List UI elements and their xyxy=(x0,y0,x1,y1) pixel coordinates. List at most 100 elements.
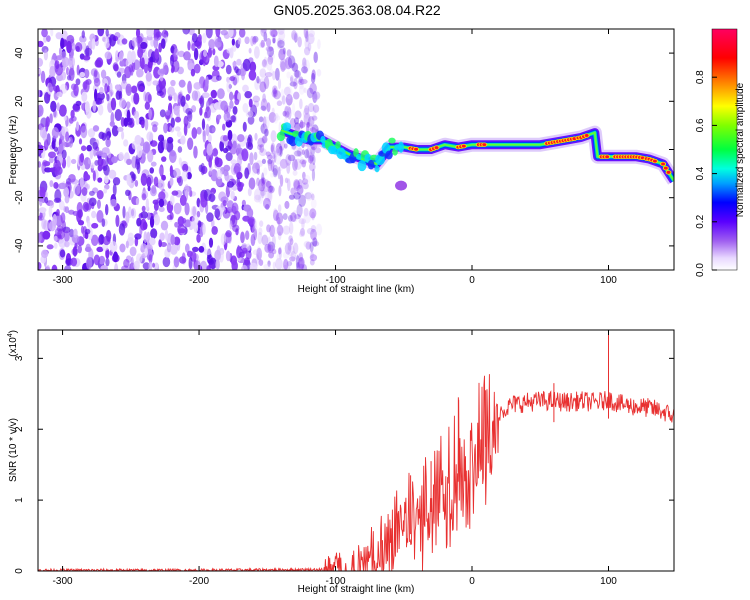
noise-blob xyxy=(177,216,185,227)
noise-blob xyxy=(181,170,188,182)
noise-blob xyxy=(140,41,148,50)
noise-blob xyxy=(181,252,186,263)
noise-blob xyxy=(307,102,315,113)
noise-blob xyxy=(48,205,53,218)
noise-blob xyxy=(229,100,234,109)
noise-blob xyxy=(275,212,284,225)
noise-blob xyxy=(288,221,294,235)
noise-blob xyxy=(287,244,295,257)
noise-blob xyxy=(190,205,198,218)
noise-blob xyxy=(104,83,108,94)
noise-blob xyxy=(285,111,290,118)
noise-blob xyxy=(248,69,257,81)
noise-blob xyxy=(176,130,182,138)
noise-blob xyxy=(250,35,255,47)
noise-blob xyxy=(294,110,302,120)
noise-blob xyxy=(78,138,83,145)
noise-blob xyxy=(282,225,291,235)
noise-blob xyxy=(270,130,277,143)
ridge-blob xyxy=(367,159,375,170)
noise-blob xyxy=(109,198,118,208)
noise-blob xyxy=(222,123,226,131)
noise-blob xyxy=(184,202,190,216)
noise-blob xyxy=(137,36,141,49)
noise-blob xyxy=(60,37,65,50)
noise-blob xyxy=(191,90,199,101)
noise-blob xyxy=(293,180,301,192)
noise-blob xyxy=(286,260,293,267)
noise-blob xyxy=(214,249,221,261)
noise-blob xyxy=(309,155,315,162)
noise-blob xyxy=(39,198,43,207)
noise-blob xyxy=(158,166,164,176)
noise-blob xyxy=(279,45,285,55)
noise-blob xyxy=(51,264,58,270)
noise-blob xyxy=(122,205,126,219)
noise-blob xyxy=(173,256,180,268)
noise-blob xyxy=(46,244,54,250)
noise-blob xyxy=(140,211,149,219)
noise-blob xyxy=(144,248,148,257)
noise-blob xyxy=(266,184,274,193)
noise-blob xyxy=(169,194,175,206)
noise-blob xyxy=(114,84,121,91)
noise-blob xyxy=(80,225,85,234)
noise-blob xyxy=(303,87,307,93)
noise-blob xyxy=(312,104,320,113)
noise-blob xyxy=(225,152,233,162)
noise-blob xyxy=(183,51,191,61)
noise-blob xyxy=(188,29,195,36)
noise-blob xyxy=(134,134,142,145)
noise-blob xyxy=(249,262,258,270)
noise-blob xyxy=(301,149,305,156)
noise-blob xyxy=(292,102,296,116)
noise-blob xyxy=(92,141,98,150)
noise-blob xyxy=(86,144,93,152)
noise-blob xyxy=(273,150,277,163)
noise-blob xyxy=(244,90,253,99)
noise-blob xyxy=(294,158,302,170)
noise-blob xyxy=(92,100,97,112)
ridge-hot-red xyxy=(661,162,666,166)
noise-blob xyxy=(97,236,102,246)
noise-blob xyxy=(291,31,299,42)
noise-blob xyxy=(230,190,235,200)
noise-blob xyxy=(216,169,223,180)
x-tick-label: -300 xyxy=(53,275,73,286)
noise-blob xyxy=(174,116,182,123)
noise-blob xyxy=(261,135,268,144)
noise-blob xyxy=(46,35,51,43)
noise-blob xyxy=(215,176,223,187)
noise-blob xyxy=(307,155,314,164)
noise-blob xyxy=(170,45,175,54)
noise-blob xyxy=(173,202,182,215)
snr-scale-label: (x10 xyxy=(8,337,19,357)
noise-blob xyxy=(127,50,133,64)
noise-blob xyxy=(214,156,220,166)
noise-blob xyxy=(118,223,126,236)
noise-blob xyxy=(269,29,278,38)
noise-blob xyxy=(312,90,318,103)
noise-blob xyxy=(208,237,214,248)
noise-blob xyxy=(269,185,273,193)
noise-blob xyxy=(310,251,314,259)
noise-blob xyxy=(289,118,296,129)
noise-blob xyxy=(282,251,290,259)
noise-blob xyxy=(261,172,265,184)
noise-blob xyxy=(313,93,319,102)
noise-blob xyxy=(266,224,271,233)
noise-blob xyxy=(134,233,142,240)
noise-blob xyxy=(90,234,99,246)
noise-blob xyxy=(41,29,48,38)
noise-blob xyxy=(38,161,42,168)
noise-blob xyxy=(263,76,270,90)
noise-blob xyxy=(283,258,289,270)
noise-blob xyxy=(213,55,219,68)
noise-blob xyxy=(56,208,60,217)
noise-blob xyxy=(159,68,167,74)
noise-blob xyxy=(276,224,284,236)
noise-blob xyxy=(222,134,229,142)
noise-blob xyxy=(77,209,83,219)
x-tick-label: 100 xyxy=(600,275,617,286)
